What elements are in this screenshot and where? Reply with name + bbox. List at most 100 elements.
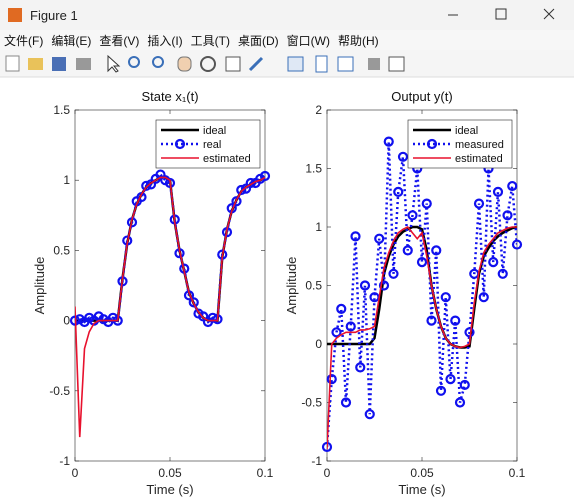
series-line xyxy=(327,141,517,448)
tool-legend[interactable] xyxy=(337,56,354,72)
marker xyxy=(397,151,409,162)
marker xyxy=(416,257,428,268)
y-tick-label: 1 xyxy=(315,220,322,234)
menu-bar xyxy=(0,30,574,50)
marker xyxy=(402,245,413,256)
legend-box xyxy=(155,119,261,169)
tool-link[interactable] xyxy=(287,56,304,72)
menu-item[interactable]: 编辑(E) xyxy=(51,33,91,48)
marker xyxy=(450,315,461,326)
y-axis-label: Amplitude xyxy=(32,257,47,315)
app-icon xyxy=(8,8,22,22)
tool-zoom-in[interactable] xyxy=(128,56,140,68)
legend-marker xyxy=(426,138,438,150)
tool-hide[interactable] xyxy=(368,58,380,70)
legend-label: estimated xyxy=(203,153,251,165)
marker xyxy=(407,210,418,221)
window-title: Figure 1 xyxy=(30,8,78,23)
marker xyxy=(355,362,366,373)
menu-item[interactable]: 文件(F) xyxy=(4,33,43,48)
marker xyxy=(378,280,390,291)
maximize-button[interactable] xyxy=(495,8,507,20)
x-tick-label: 0 xyxy=(324,466,331,480)
x-tick-label: 0.1 xyxy=(509,466,526,480)
tool-pan[interactable] xyxy=(177,56,192,72)
legend-label: estimated xyxy=(455,153,503,165)
marker xyxy=(445,374,456,385)
y-tick-label: -1 xyxy=(311,454,322,468)
y-axis-label: Amplitude xyxy=(284,257,299,315)
legend-label: ideal xyxy=(455,125,478,137)
y-tick-label: 0.5 xyxy=(305,279,322,293)
y-tick-label: 0 xyxy=(315,337,322,351)
marker xyxy=(421,198,432,209)
y-tick-label: 2 xyxy=(315,103,322,117)
tool-dock[interactable] xyxy=(388,56,405,72)
y-tick-label: 0 xyxy=(63,314,70,328)
marker xyxy=(393,186,404,197)
marker xyxy=(435,385,447,396)
menu-item[interactable]: 窗口(W) xyxy=(287,34,330,48)
marker xyxy=(454,397,466,408)
marker xyxy=(478,292,489,303)
marker xyxy=(326,374,337,385)
marker xyxy=(350,231,361,242)
marker xyxy=(502,210,513,221)
menu-item[interactable]: 插入(I) xyxy=(147,34,182,48)
menu-item[interactable]: 帮助(H) xyxy=(338,34,379,48)
marker xyxy=(507,180,518,192)
marker xyxy=(188,297,199,308)
marker xyxy=(231,196,242,207)
menu-item[interactable]: 工具(T) xyxy=(191,34,230,48)
tool-brush[interactable] xyxy=(248,56,264,72)
chart-title: State x₁(t) xyxy=(141,89,198,104)
tool-pointer[interactable] xyxy=(107,54,121,73)
legend-label: real xyxy=(203,139,221,151)
marker xyxy=(440,292,451,303)
marker xyxy=(259,170,271,182)
x-axis-label: Time (s) xyxy=(146,482,193,497)
y-tick-label: -0.5 xyxy=(301,396,322,410)
marker xyxy=(431,245,442,256)
marker xyxy=(374,233,385,244)
marker xyxy=(207,312,218,323)
menu-item[interactable]: 桌面(D) xyxy=(238,34,279,48)
menu-item[interactable]: 查看(V) xyxy=(99,34,139,48)
x-tick-label: 0.05 xyxy=(158,466,182,480)
legend-box xyxy=(407,119,513,169)
x-tick-label: 0.05 xyxy=(410,466,434,480)
marker xyxy=(459,379,470,391)
marker xyxy=(141,180,152,191)
axes-box xyxy=(74,109,266,462)
marker xyxy=(245,177,256,189)
tool-zoom-out[interactable] xyxy=(152,56,164,68)
legend-label: ideal xyxy=(203,125,226,137)
y-tick-label: 1.5 xyxy=(305,162,322,176)
x-tick-label: 0 xyxy=(72,466,79,480)
title-bar xyxy=(0,0,574,30)
toolbar xyxy=(0,50,574,77)
tool-colorbar[interactable] xyxy=(315,55,328,73)
tool-print[interactable] xyxy=(76,58,91,70)
marker xyxy=(236,184,247,196)
marker xyxy=(345,321,356,332)
tool-new[interactable] xyxy=(5,55,20,72)
marker xyxy=(388,268,399,279)
tool-save[interactable] xyxy=(52,57,66,71)
y-tick-label: -0.5 xyxy=(49,384,70,398)
marker xyxy=(492,186,504,197)
y-tick-label: 1.5 xyxy=(53,103,70,117)
marker xyxy=(488,257,499,268)
marker xyxy=(331,327,342,338)
legend-label: measured xyxy=(455,139,504,151)
marker xyxy=(473,198,485,209)
tool-datatip[interactable] xyxy=(225,56,241,72)
marker xyxy=(497,268,508,279)
marker xyxy=(464,327,475,338)
marker xyxy=(359,280,371,291)
tool-open[interactable] xyxy=(28,58,43,70)
close-button[interactable] xyxy=(543,8,555,20)
tool-rotate[interactable] xyxy=(200,56,216,72)
